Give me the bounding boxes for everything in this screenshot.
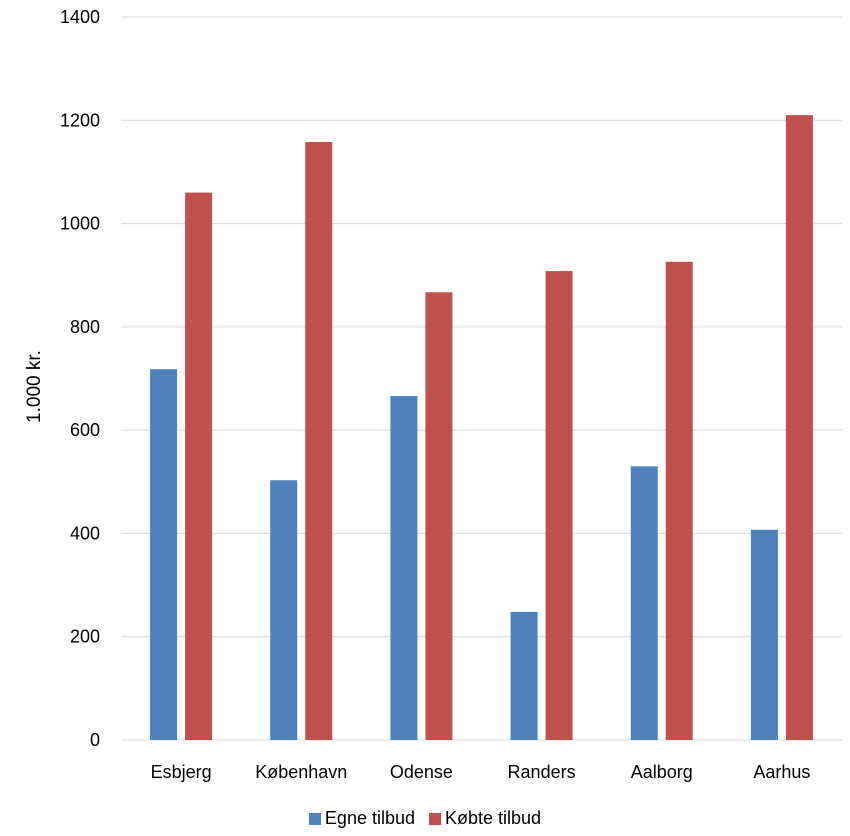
- legend-item-egne-tilbud: Egne tilbud: [308, 808, 415, 829]
- x-tick-label: København: [255, 762, 347, 782]
- legend-swatch-kobte-tilbud: [429, 812, 441, 825]
- bar-egne-tilbud-1: [270, 480, 298, 740]
- y-tick-label: 1000: [60, 214, 100, 234]
- legend-item-kobte-tilbud: Købte tilbud: [429, 808, 541, 829]
- y-tick-label: 800: [70, 317, 100, 337]
- gridlines: [121, 16, 842, 741]
- x-tick-label: Aalborg: [631, 762, 693, 782]
- legend-label-egne-tilbud: Egne tilbud: [324, 808, 415, 828]
- y-tick-label: 400: [70, 523, 100, 543]
- y-tick-label: 600: [70, 420, 100, 440]
- bar-egne-tilbud-3: [510, 611, 538, 740]
- bar-kobte-tilbud-1: [305, 141, 333, 740]
- x-axis-ticks: Esbjerg København Odense Randers Aalborg Aarh…: [151, 762, 811, 782]
- y-tick-label: 1400: [60, 7, 100, 27]
- y-tick-label: 200: [70, 627, 100, 647]
- bar-egne-tilbud-0: [150, 369, 178, 740]
- legend: Egne tilbud Købte tilbud: [0, 808, 850, 829]
- y-tick-label: 0: [90, 730, 100, 750]
- bar-kobte-tilbud-3: [545, 271, 573, 740]
- bar-kobte-tilbud-2: [425, 292, 453, 740]
- x-tick-label: Randers: [508, 762, 576, 782]
- x-tick-label: Odense: [390, 762, 453, 782]
- legend-swatch-egne-tilbud: [308, 812, 321, 825]
- bar-kobte-tilbud-0: [185, 192, 213, 741]
- bars: [150, 115, 813, 741]
- bar-kobte-tilbud-5: [785, 115, 813, 740]
- legend-label-kobte-tilbud: Købte tilbud: [445, 808, 542, 828]
- y-axis-title: 1.000 kr.: [24, 350, 45, 423]
- y-axis-ticks: 0 200 400 600 800 1000 1200 1400: [60, 7, 100, 750]
- bar-kobte-tilbud-4: [665, 261, 693, 740]
- bar-egne-tilbud-5: [750, 529, 778, 740]
- bar-egne-tilbud-4: [630, 466, 658, 740]
- y-tick-label: 1200: [60, 110, 100, 130]
- bar-egne-tilbud-2: [390, 396, 418, 740]
- x-tick-label: Aarhus: [753, 762, 810, 782]
- x-tick-label: Esbjerg: [151, 762, 212, 782]
